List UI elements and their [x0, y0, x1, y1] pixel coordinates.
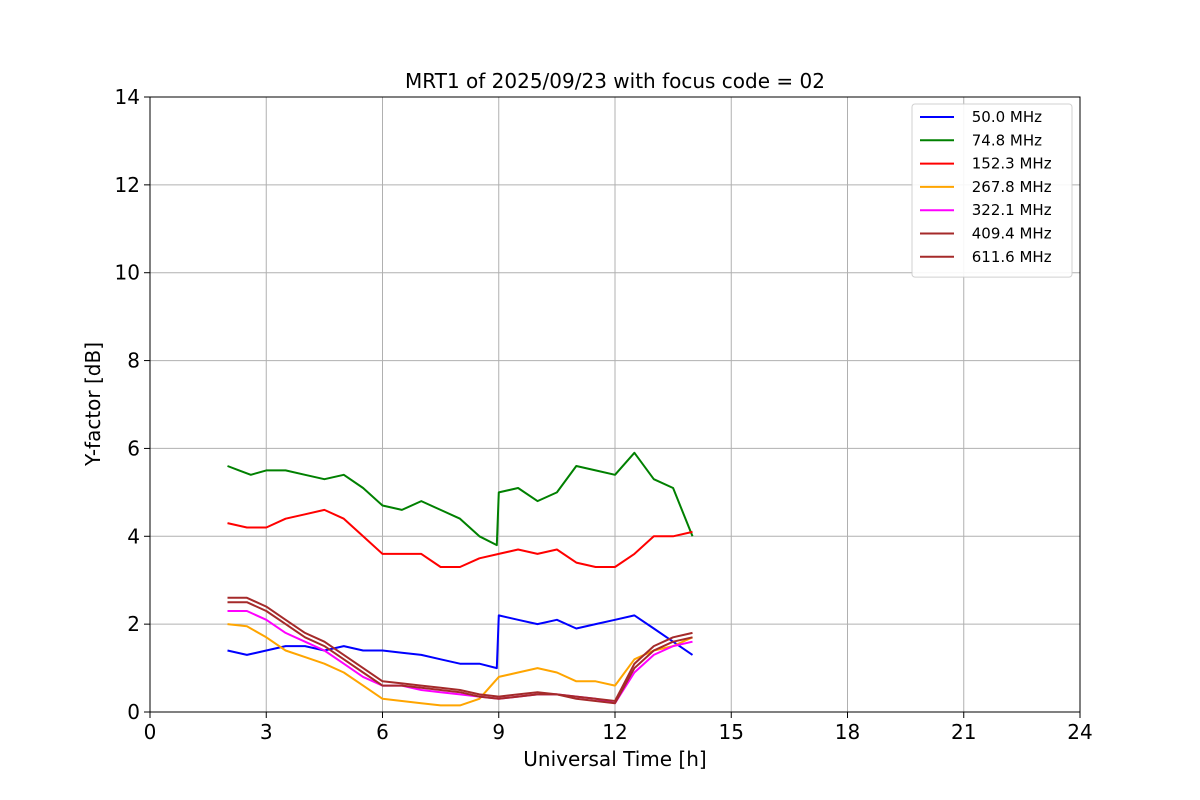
- series-line-0: [227, 614, 694, 670]
- series-line-3: [227, 623, 693, 707]
- x-tick-label: 24: [1067, 720, 1092, 744]
- legend-label: 50.0 MHz: [967, 108, 1042, 126]
- y-tick-label: 8: [127, 349, 140, 373]
- x-tick-label: 15: [719, 720, 744, 744]
- x-tick-label: 21: [951, 720, 976, 744]
- legend-label: 152.3 MHz: [967, 155, 1052, 173]
- x-axis-label: Universal Time [h]: [523, 747, 706, 771]
- y-tick-label: 0: [127, 700, 140, 724]
- legend-label: 409.4 MHz: [967, 225, 1052, 243]
- series-line-2: [227, 508, 693, 568]
- x-tick-label: 18: [835, 720, 860, 744]
- legend-label: 322.1 MHz: [967, 201, 1052, 219]
- y-tick-label: 12: [115, 173, 140, 197]
- x-tick-label: 12: [602, 720, 627, 744]
- series-layer: [227, 451, 694, 707]
- y-tick-label: 10: [115, 261, 140, 285]
- y-tick-label: 14: [115, 85, 140, 109]
- y-tick-label: 6: [127, 436, 140, 460]
- legend: 50.0 MHz 74.8 MHz 152.3 MHz 267.8 MHz 32…: [911, 103, 1073, 278]
- y-tick-label: 4: [127, 524, 140, 548]
- x-tick-label: 3: [260, 720, 273, 744]
- y-axis-label: Y-factor [dB]: [81, 342, 105, 467]
- x-tick-label: 6: [376, 720, 389, 744]
- legend-label: 74.8 MHz: [967, 131, 1042, 149]
- series-line-6: [227, 596, 693, 702]
- series-line-5: [227, 601, 693, 705]
- x-tick-label: 9: [492, 720, 505, 744]
- chart-title: MRT1 of 2025/09/23 with focus code = 02: [405, 69, 825, 93]
- y-tick-label: 2: [127, 612, 140, 636]
- x-tick-label: 0: [144, 720, 157, 744]
- legend-label: 267.8 MHz: [967, 178, 1052, 196]
- series-line-1: [227, 451, 694, 547]
- legend-label: 611.6 MHz: [967, 248, 1052, 266]
